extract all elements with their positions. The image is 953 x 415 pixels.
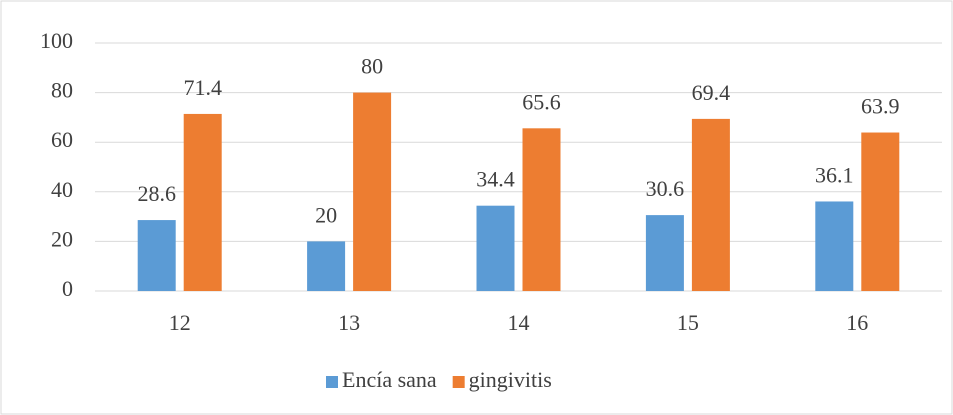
y-tick-label: 100: [40, 28, 73, 53]
bar: [815, 201, 854, 291]
bar: [353, 92, 392, 291]
bar: [307, 241, 346, 291]
bar: [691, 118, 730, 291]
legend-label: Encía sana: [342, 367, 437, 392]
y-tick-label: 80: [51, 78, 73, 103]
x-tick-label: 14: [508, 310, 530, 335]
data-label: 20: [315, 202, 337, 227]
data-label: 80: [361, 54, 383, 79]
data-label: 63.9: [861, 94, 900, 119]
y-tick-label: 60: [51, 127, 73, 152]
bar: [476, 205, 515, 291]
x-tick-label: 15: [677, 310, 699, 335]
data-label: 34.4: [476, 167, 515, 192]
y-tick-label: 0: [62, 276, 73, 301]
bar: [861, 132, 900, 291]
data-label: 30.6: [646, 176, 685, 201]
bar: [137, 220, 176, 291]
bar: [183, 113, 222, 291]
bar: [645, 215, 684, 291]
data-label: 69.4: [692, 80, 731, 105]
legend-label: gingivitis: [469, 367, 552, 392]
y-tick-label: 20: [51, 226, 73, 251]
x-tick-label: 13: [338, 310, 360, 335]
x-tick-label: 12: [169, 310, 191, 335]
data-label: 36.1: [815, 163, 854, 188]
legend-swatch: [452, 376, 465, 388]
data-label: 71.4: [183, 75, 222, 100]
legend-swatch: [326, 376, 338, 388]
x-tick-label: 16: [846, 310, 868, 335]
data-label: 65.6: [522, 89, 561, 114]
y-tick-label: 40: [51, 177, 73, 202]
bar: [522, 128, 561, 291]
data-label: 28.6: [137, 181, 176, 206]
